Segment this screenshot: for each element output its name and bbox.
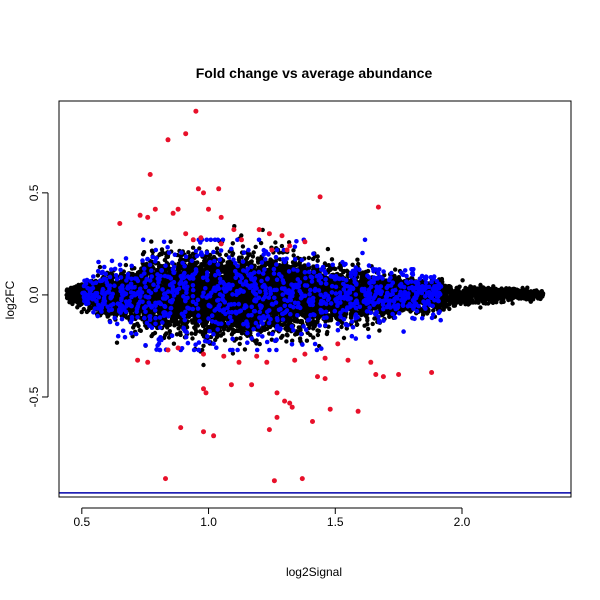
cloud-point: [306, 255, 312, 261]
cloud-point: [315, 258, 320, 263]
cloud-point: [95, 273, 101, 278]
chart-title: Fold change vs average abundance: [196, 65, 433, 81]
cloud-point: [251, 250, 256, 255]
cloud-point: [149, 239, 154, 244]
cloud-point: [192, 325, 197, 330]
cloud-point: [189, 331, 194, 336]
cloud-point: [253, 244, 258, 250]
cloud-point: [159, 247, 165, 252]
cloud-point: [304, 338, 310, 343]
x-axis-label: log2Signal: [286, 565, 342, 579]
cloud-point: [315, 332, 321, 338]
cloud-point: [365, 326, 371, 332]
cloud-point: [510, 301, 515, 306]
cloud-point: [382, 273, 387, 278]
cloud-point: [341, 335, 347, 341]
cloud-point: [237, 341, 242, 347]
cloud-point: [355, 257, 360, 262]
cloud-point: [258, 240, 264, 246]
cloud-point: [213, 337, 218, 343]
cloud-point: [190, 245, 196, 250]
cloud-point: [186, 250, 191, 255]
cloud-point: [325, 246, 331, 252]
cloud-point: [279, 335, 284, 340]
cloud-point: [339, 324, 344, 330]
cloud-point: [291, 248, 296, 253]
cloud-point: [285, 328, 290, 333]
cloud-point: [284, 339, 289, 344]
cloud-point: [171, 341, 177, 346]
cloud-point: [460, 278, 465, 283]
cloud-point: [439, 276, 445, 282]
cloud-point: [240, 244, 246, 249]
cloud-point: [197, 329, 203, 334]
cloud-point: [174, 332, 180, 337]
cloud-point: [365, 268, 371, 274]
cloud-point: [324, 331, 330, 337]
cloud-point: [150, 332, 156, 337]
cloud-point: [201, 362, 206, 368]
cloud-point: [431, 308, 436, 313]
cloud-point: [291, 253, 296, 258]
cloud-point: [123, 262, 129, 268]
cloud-point: [238, 336, 243, 341]
points-layer: [64, 108, 546, 484]
y-axis-label: log2FC: [3, 280, 17, 319]
cloud-point: [114, 340, 120, 345]
cloud-point: [356, 261, 361, 267]
cloud-point: [178, 330, 183, 335]
cloud-point: [279, 243, 285, 249]
cloud-point: [222, 338, 228, 343]
cloud-point: [277, 257, 283, 262]
